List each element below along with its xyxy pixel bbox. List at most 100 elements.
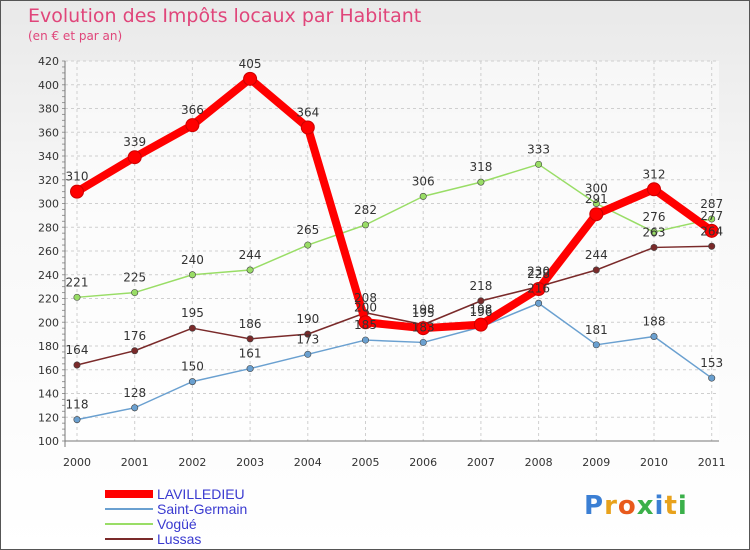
data-point	[361, 221, 369, 229]
legend-swatch-saint-germain	[105, 508, 153, 510]
data-point	[477, 297, 485, 305]
data-point	[592, 341, 600, 349]
data-label: 339	[123, 135, 146, 149]
x-tick-label: 2002	[178, 456, 206, 469]
x-tick-label: 2004	[294, 456, 322, 469]
x-tick-label: 2007	[467, 456, 495, 469]
y-tick-label: 400	[38, 79, 59, 92]
legend-label-lavilledieu: LAVILLEDIEU	[157, 486, 245, 502]
y-tick-label: 120	[38, 411, 59, 424]
logo-letter: i	[677, 491, 688, 521]
data-point	[473, 317, 488, 332]
y-tick-label: 140	[38, 388, 59, 401]
y-tick-label: 360	[38, 126, 59, 139]
logo-letter: o	[617, 491, 637, 521]
y-tick-label: 260	[38, 245, 59, 258]
y-tick-label: 160	[38, 364, 59, 377]
data-point	[535, 299, 543, 307]
data-point	[188, 324, 196, 332]
legend-label-vogue: Vogüé	[157, 516, 197, 532]
data-point	[477, 178, 485, 186]
data-label: 118	[66, 398, 89, 412]
data-point	[246, 266, 254, 274]
data-label: 221	[66, 275, 89, 289]
data-label: 364	[296, 106, 319, 120]
data-point	[535, 160, 543, 168]
data-point	[188, 271, 196, 279]
data-label: 188	[643, 315, 666, 329]
data-label: 208	[354, 291, 377, 305]
y-tick-label: 420	[38, 55, 59, 68]
data-point	[304, 330, 312, 338]
data-point	[416, 321, 431, 336]
data-label: 276	[643, 210, 666, 224]
data-point	[592, 266, 600, 274]
data-point	[246, 335, 254, 343]
data-label: 195	[412, 306, 435, 320]
legend-swatch-vogue	[105, 523, 153, 525]
data-label: 190	[296, 312, 319, 326]
data-label: 216	[527, 281, 550, 295]
x-tick-label: 2006	[409, 456, 437, 469]
logo-letter: r	[604, 491, 618, 521]
data-point	[647, 182, 661, 197]
data-label: 264	[700, 224, 723, 238]
data-point	[188, 378, 196, 386]
logo-letter: t	[664, 491, 678, 521]
series-line-lavilledieu	[73, 74, 716, 333]
series-line-lussas	[76, 245, 713, 366]
data-point	[650, 332, 658, 340]
data-point	[419, 192, 427, 200]
data-label: 200	[354, 300, 377, 314]
y-tick-label: 280	[38, 221, 59, 234]
data-point	[70, 184, 84, 199]
data-label: 265	[296, 223, 319, 237]
data-label: 306	[412, 174, 435, 188]
data-point	[246, 365, 254, 373]
data-label: 183	[412, 320, 435, 334]
data-label: 186	[239, 317, 262, 331]
data-label: 312	[643, 167, 666, 181]
proxiti-logo: Proxiti	[584, 491, 688, 521]
data-label: 291	[585, 192, 608, 206]
y-tick-label: 200	[38, 316, 59, 329]
data-label: 277	[700, 209, 723, 223]
data-point	[708, 374, 716, 382]
x-tick-label: 2005	[352, 456, 380, 469]
data-label: 218	[469, 279, 492, 293]
data-point	[650, 228, 658, 236]
data-point	[73, 361, 81, 369]
x-tick-label: 2000	[63, 456, 91, 469]
data-label: 161	[239, 347, 262, 361]
x-tick-label: 2009	[582, 456, 610, 469]
data-point	[73, 416, 81, 424]
data-point	[127, 150, 142, 165]
logo-letter: P	[584, 491, 605, 521]
data-point	[419, 338, 427, 346]
legend-item-vogue: Vogüé	[105, 517, 197, 531]
data-label: 153	[700, 356, 723, 370]
data-label: 164	[66, 343, 89, 357]
logo-letter: i	[654, 491, 665, 521]
data-point	[304, 350, 312, 358]
data-label: 198	[469, 303, 492, 317]
y-tick-label: 300	[38, 198, 59, 211]
x-tick-label: 2001	[121, 456, 149, 469]
data-point	[131, 347, 139, 355]
data-label: 366	[181, 103, 204, 117]
data-point	[589, 207, 604, 222]
y-tick-label: 380	[38, 103, 59, 116]
y-tick-label: 320	[38, 174, 59, 187]
data-label: 185	[354, 318, 377, 332]
data-point	[73, 293, 81, 301]
chart-title: Evolution des Impôts locaux par Habitant	[28, 5, 422, 27]
chart-subtitle: (en € et par an)	[28, 29, 123, 43]
data-label: 195	[181, 306, 204, 320]
data-point	[185, 118, 200, 133]
legend-label-lussas: Lussas	[157, 531, 202, 547]
data-label: 181	[585, 323, 608, 337]
data-point	[531, 282, 546, 296]
data-label: 287	[700, 197, 723, 211]
data-label: 230	[527, 265, 550, 279]
